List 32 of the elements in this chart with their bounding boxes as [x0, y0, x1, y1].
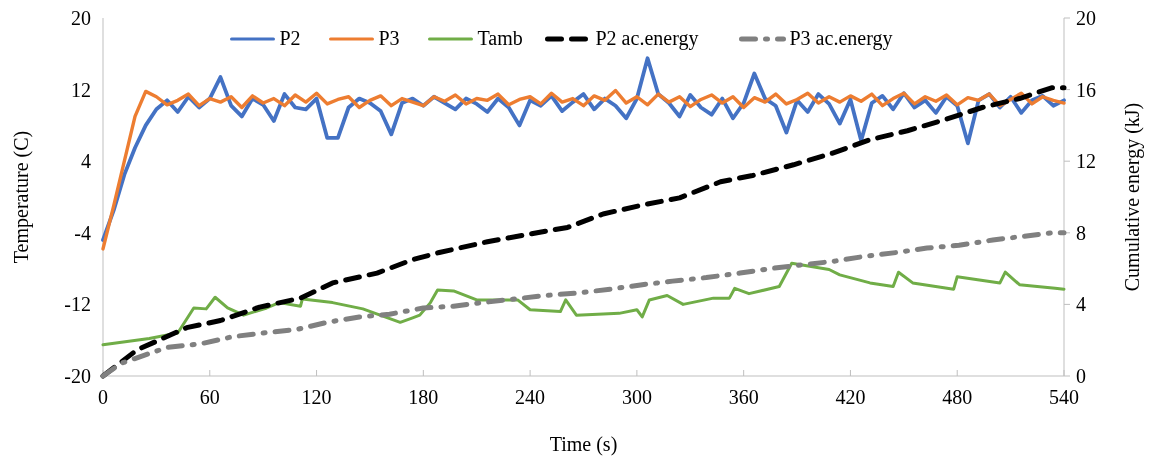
y2-tick-label: 8 — [1076, 221, 1086, 244]
x-tick-label: 480 — [942, 386, 973, 408]
legend-label: Tamb — [477, 27, 523, 49]
x-tick-label: 0 — [98, 386, 108, 408]
y-tick-label: -4 — [74, 221, 91, 244]
y-tick-label: 4 — [81, 150, 91, 173]
y2-tick-label: 4 — [1076, 293, 1086, 316]
y-tick-label: -12 — [64, 293, 91, 316]
x-tick-label: 240 — [515, 386, 546, 408]
line-series — [101, 88, 1066, 251]
x-axis-title: Time (s) — [549, 433, 618, 456]
legend-label: P2 — [279, 27, 301, 49]
y-tick-label: 20 — [71, 7, 91, 29]
x-tick-label: 120 — [301, 386, 332, 408]
legend-label: P3 — [378, 27, 400, 49]
y2-tick-label: 16 — [1076, 78, 1096, 101]
y2-tick-label: 20 — [1076, 7, 1096, 29]
y-axis-title: Temperature (C) — [10, 130, 33, 264]
x-tick-label: 180 — [408, 386, 439, 408]
x-tick-label: 360 — [728, 386, 759, 408]
legend-label: P2 ac.energy — [595, 27, 699, 50]
y-tick-label: -20 — [64, 365, 91, 387]
y2-axis-title: Cumulative energy (kJ) — [1121, 102, 1144, 292]
line-series — [101, 261, 1066, 347]
y-tick-label: 12 — [71, 78, 91, 101]
y2-tick-label: 0 — [1076, 365, 1086, 387]
x-tick-label: 540 — [1049, 386, 1079, 408]
x-tick-label: 60 — [199, 386, 220, 408]
x-tick-label: 420 — [835, 386, 866, 408]
y2-tick-label: 12 — [1076, 150, 1096, 173]
legend-label: P3 ac.energy — [789, 27, 893, 50]
x-tick-label: 300 — [621, 386, 652, 408]
